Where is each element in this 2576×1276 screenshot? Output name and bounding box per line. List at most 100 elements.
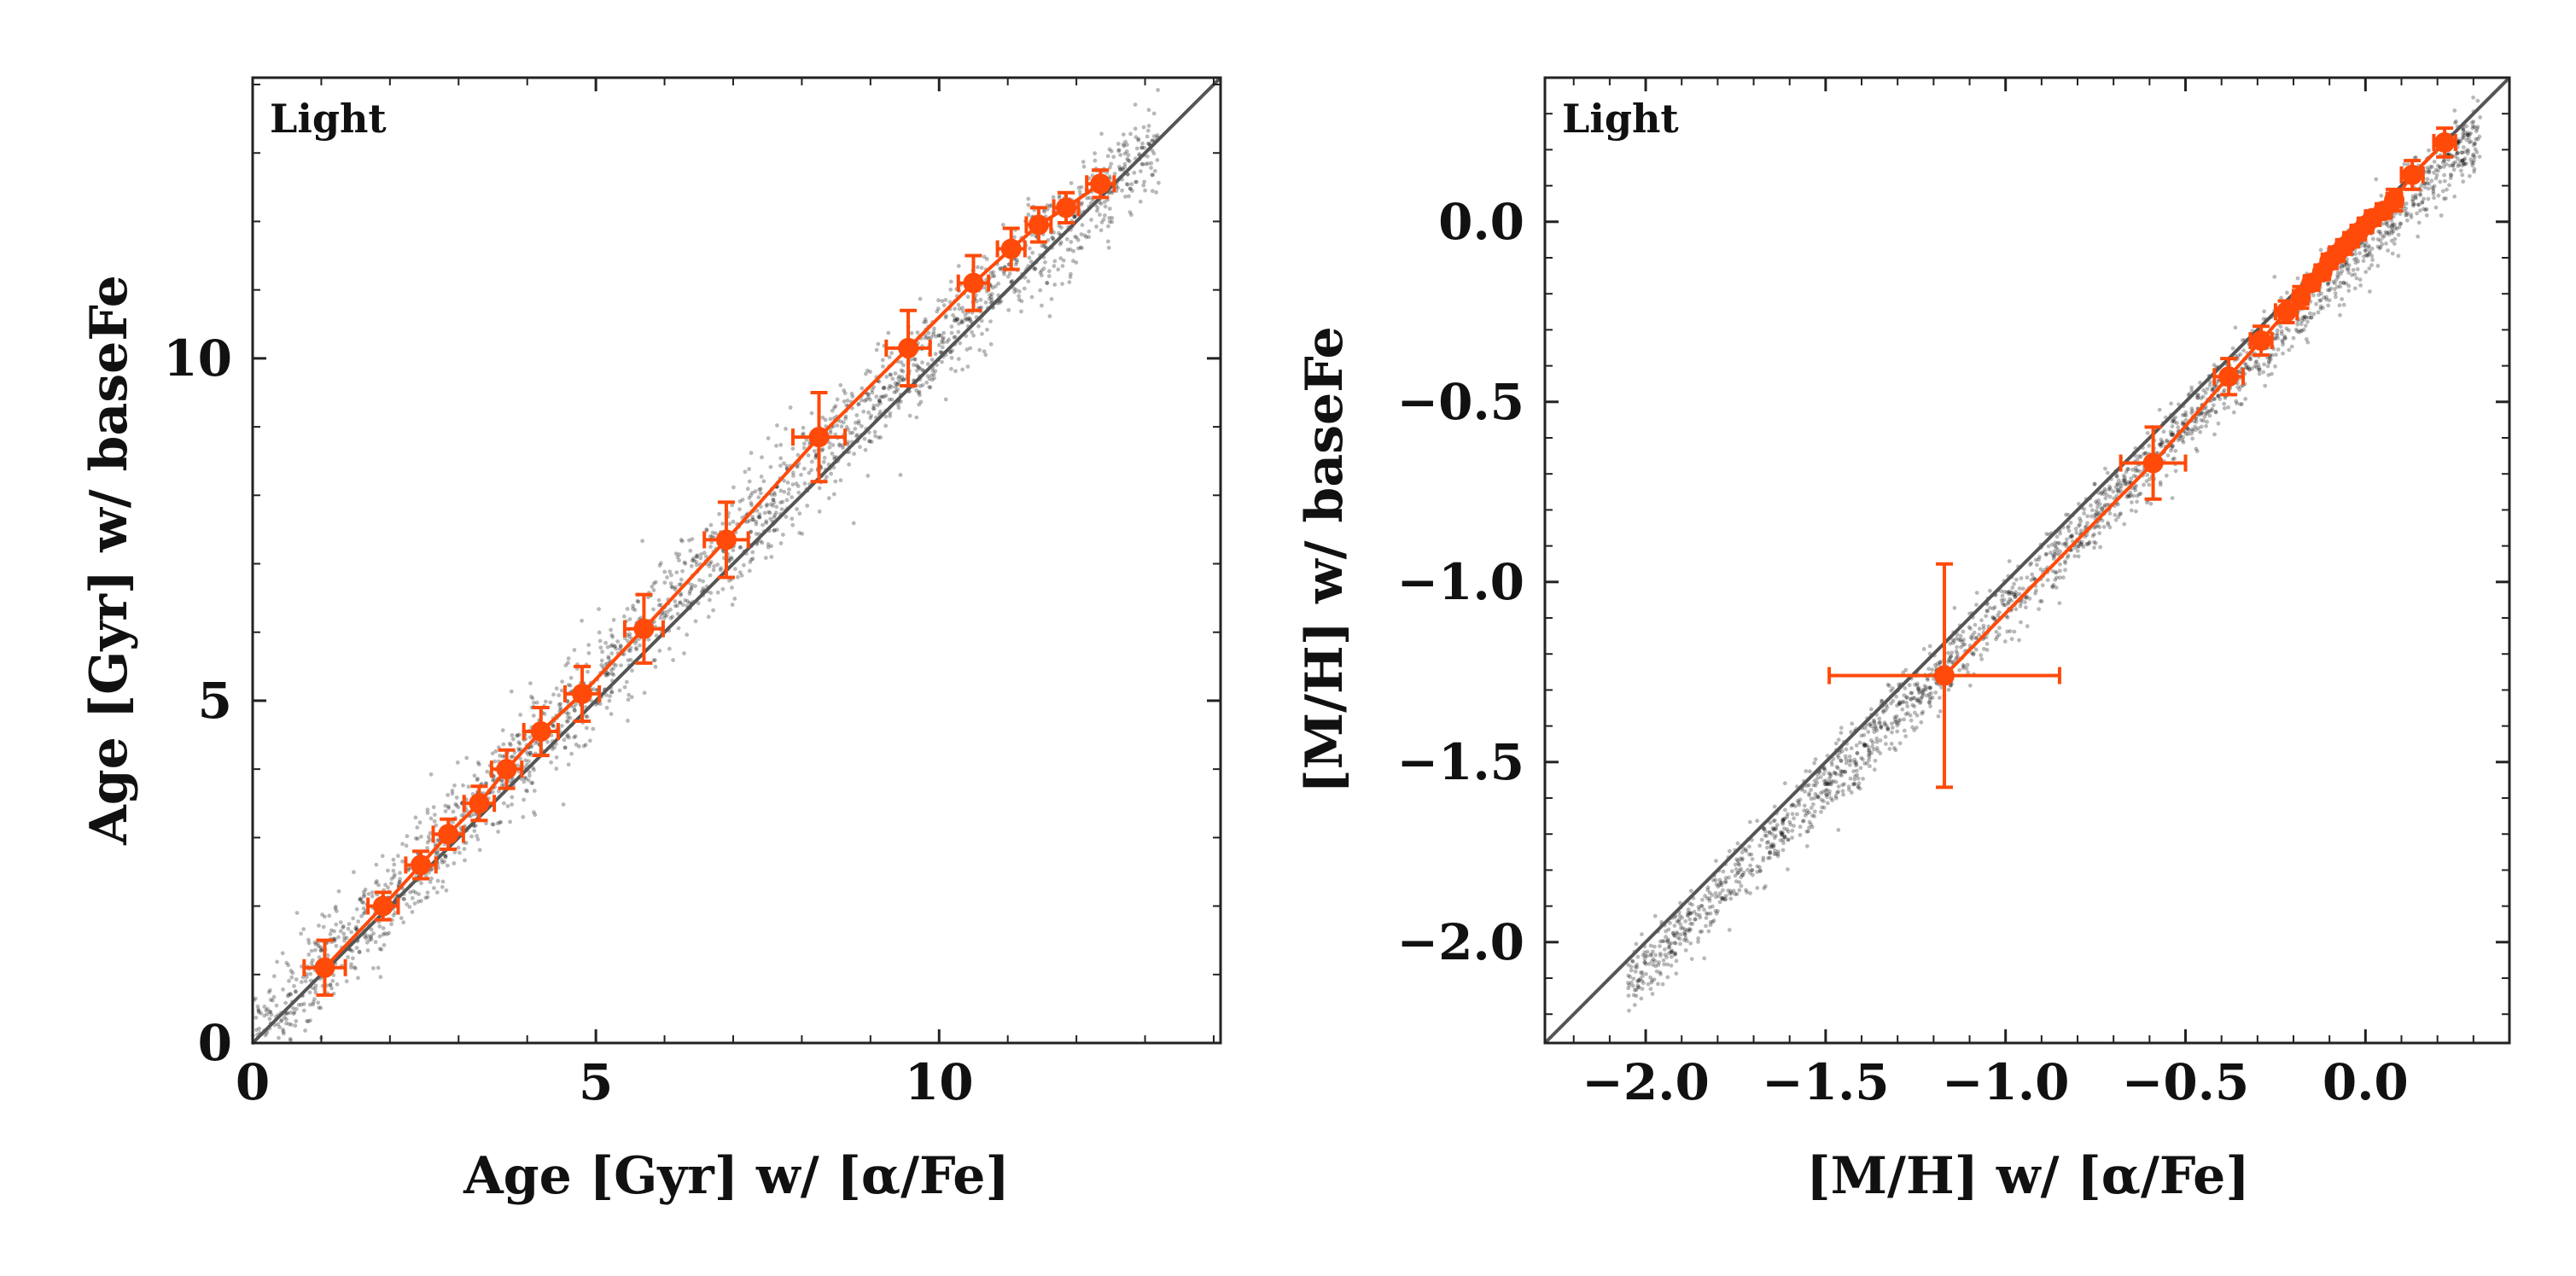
age-cloud-point: [377, 924, 382, 929]
age-cloud-point: [887, 397, 892, 402]
metallicity-cloud-point: [2160, 440, 2165, 446]
metallicity-cloud-point: [1836, 828, 1841, 832]
age-cloud-point: [1093, 151, 1097, 156]
age-cloud-point: [960, 306, 965, 311]
age-cloud-point: [312, 940, 318, 945]
age-cloud-point: [1080, 201, 1084, 206]
age-cloud-point: [609, 627, 613, 632]
age-cloud-point: [1064, 236, 1069, 242]
age-cloud-point: [749, 500, 754, 505]
age-cloud-point: [900, 375, 905, 380]
age-cloud-point: [676, 626, 681, 631]
metallicity-cloud-point: [2025, 624, 2030, 629]
age-cloud-point: [756, 495, 761, 500]
age-cloud-point: [940, 359, 944, 364]
metallicity-cloud-point: [2433, 205, 2439, 210]
age-cloud-point: [294, 977, 299, 982]
age-cloud-point: [385, 932, 389, 936]
metallicity-cloud-point: [1669, 963, 1674, 968]
age-cloud-point: [1045, 281, 1050, 286]
metallicity-cloud-point: [1928, 704, 1933, 708]
age-cloud-point: [335, 909, 339, 913]
age-cloud-point: [427, 837, 432, 842]
metallicity-cloud-point: [1830, 762, 1834, 767]
age-cloud-point: [328, 932, 333, 936]
age-cloud-point: [477, 848, 482, 853]
metallicity-y-tick-label: −2.0: [1396, 913, 1524, 971]
metallicity-cloud-point: [2429, 178, 2434, 184]
age-cloud-point: [813, 456, 818, 460]
age-cloud-point: [357, 949, 362, 954]
age-cloud-point: [790, 522, 796, 527]
metallicity-cloud-point: [2190, 436, 2195, 441]
age-cloud-point: [706, 615, 711, 620]
age-cloud-point: [696, 601, 701, 606]
metallicity-cloud-point: [1852, 782, 1857, 786]
age-cloud-point: [1144, 161, 1148, 166]
age-cloud-point: [916, 391, 921, 395]
age-cloud-point: [757, 515, 762, 520]
metallicity-cloud-point: [1652, 913, 1658, 918]
age-cloud-point: [380, 854, 385, 859]
metallicity-cloud-point: [2350, 272, 2354, 277]
metallicity-cloud-point: [2035, 562, 2039, 568]
age-cloud-point: [864, 397, 869, 402]
metallicity-cloud-point: [2346, 288, 2352, 294]
metallicity-cloud-point: [1854, 743, 1859, 748]
age-cloud-point: [675, 611, 680, 616]
age-cloud-point: [708, 573, 713, 578]
age-cloud-point: [772, 528, 777, 533]
age-cloud-point: [978, 297, 983, 302]
age-cloud-point: [597, 638, 603, 644]
age-cloud-point: [917, 389, 922, 394]
metallicity-cloud-point: [2416, 202, 2421, 207]
age-cloud-point: [1124, 182, 1129, 187]
age-cloud-point: [1102, 200, 1107, 205]
age-cloud-point: [1118, 153, 1123, 158]
age-cloud-point: [880, 394, 885, 399]
metallicity-cloud-point: [2205, 387, 2210, 391]
age-cloud-point: [257, 1026, 262, 1031]
metallicity-cloud-point: [1979, 656, 1984, 661]
age-cloud-point: [627, 648, 632, 653]
age-cloud-point: [522, 775, 527, 780]
age-cloud-point: [367, 938, 372, 942]
age-cloud-point: [362, 889, 366, 894]
metallicity-cloud-point: [1781, 841, 1786, 846]
metallicity-cloud-point: [2369, 263, 2375, 267]
age-cloud-point: [771, 504, 775, 508]
age-cloud-point: [566, 661, 570, 665]
age-cloud-point: [918, 393, 922, 398]
age-cloud-point: [675, 603, 679, 609]
age-cloud-point: [413, 836, 418, 841]
age-cloud-point: [795, 507, 799, 511]
age-cloud-point: [522, 779, 527, 784]
metallicity-cloud-point: [2472, 141, 2477, 146]
age-cloud-point: [1098, 213, 1102, 218]
age-cloud-point: [747, 479, 752, 484]
metallicity-cloud-point: [1813, 791, 1818, 796]
age-cloud-point: [670, 585, 675, 590]
age-cloud-point: [838, 382, 843, 387]
metallicity-cloud-point: [2461, 145, 2466, 149]
age-cloud-point: [608, 694, 612, 698]
age-panel-label: Light: [270, 96, 387, 142]
age-cloud-point: [662, 580, 667, 585]
metallicity-cloud-point: [2231, 410, 2236, 415]
age-cloud-point: [985, 327, 989, 332]
age-cloud-point: [737, 507, 742, 512]
age-cloud-point: [846, 428, 851, 432]
age-cloud-point: [778, 488, 784, 493]
age-cloud-point: [889, 351, 894, 356]
metallicity-cloud-point: [2054, 586, 2059, 590]
metallicity-cloud-point: [1946, 650, 1950, 655]
age-cloud-point: [988, 271, 994, 276]
metallicity-cloud-point: [1645, 949, 1650, 954]
metallicity-cloud-point: [1890, 730, 1894, 735]
metallicity-cloud-point: [2093, 541, 2098, 545]
age-binned-point: [530, 721, 551, 743]
age-cloud-point: [1137, 152, 1142, 156]
age-cloud-point: [342, 938, 347, 943]
age-cloud-point: [515, 733, 520, 738]
age-cloud-point: [1017, 297, 1022, 302]
